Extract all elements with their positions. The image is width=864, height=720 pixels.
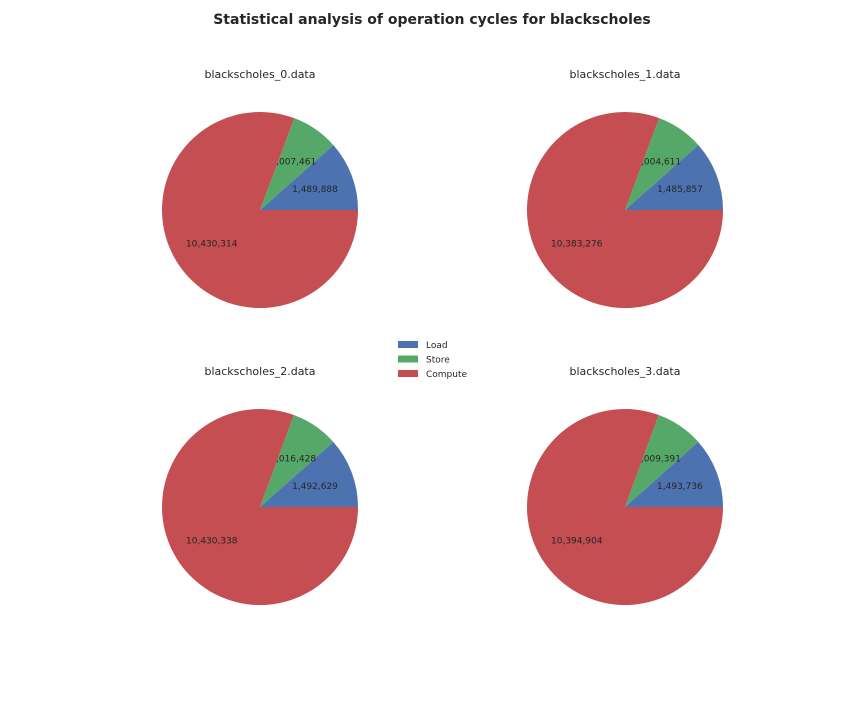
figure-title: Statistical analysis of operation cycles…: [213, 12, 651, 28]
slice-label-store-1: 1,004,611: [635, 157, 681, 167]
slice-compute-1: [527, 112, 723, 308]
slice-label-compute-0: 10,430,314: [186, 240, 238, 250]
slice-store-2: [260, 415, 334, 507]
slice-label-load-3: 1,493,736: [657, 482, 703, 492]
slice-label-store-3: 1,009,391: [635, 454, 681, 464]
slice-load-1: [625, 144, 723, 210]
slice-load-3: [625, 441, 723, 507]
slice-label-load-2: 1,492,629: [292, 482, 338, 492]
slice-compute-3: [527, 409, 723, 605]
slice-load-0: [260, 145, 358, 210]
slice-label-compute-3: 10,394,904: [551, 537, 603, 547]
pie-title-0: blackscholes_0.data: [204, 68, 315, 81]
slice-store-0: [260, 118, 334, 210]
legend-label-compute: Compute: [426, 370, 468, 380]
pie-title-1: blackscholes_1.data: [569, 68, 680, 81]
pie-title-3: blackscholes_3.data: [569, 365, 680, 378]
slice-compute-0: [162, 112, 358, 308]
legend-swatch-compute: [398, 370, 418, 377]
pie-chart-1: blackscholes_1.data 1,485,857 1,004,611 10,…: [527, 68, 723, 308]
slice-store-1: [625, 118, 699, 210]
slice-label-load-0: 1,489,888: [292, 185, 338, 195]
legend-label-store: Store: [426, 356, 450, 366]
pie-chart-0: blackscholes_0.data 1,489,888 1,007,461 10,…: [162, 68, 358, 308]
slice-label-store-0: 1,007,461: [270, 158, 316, 168]
pie-chart-2: blackscholes_2.data 1,492,629 1,016,428 10,…: [162, 365, 358, 605]
slice-label-compute-2: 10,430,338: [186, 537, 238, 547]
slice-store-3: [625, 414, 699, 507]
legend-swatch-store: [398, 355, 418, 363]
legend: Load Store Compute: [398, 341, 468, 380]
pie-grid: blackscholes_0.data 1,489,888 1,007,461 10,…: [162, 68, 723, 605]
pie-chart-3: blackscholes_3.data 1,493,736 1,009,391 10,…: [527, 365, 723, 605]
pie-title-2: blackscholes_2.data: [204, 365, 315, 378]
slice-label-load-1: 1,485,857: [657, 185, 703, 195]
slice-load-2: [260, 442, 358, 507]
slice-label-store-2: 1,016,428: [270, 454, 316, 464]
legend-label-load: Load: [426, 341, 448, 351]
slice-compute-2: [162, 409, 358, 605]
slice-label-compute-1: 10,383,276: [551, 240, 603, 250]
legend-swatch-load: [398, 341, 418, 348]
